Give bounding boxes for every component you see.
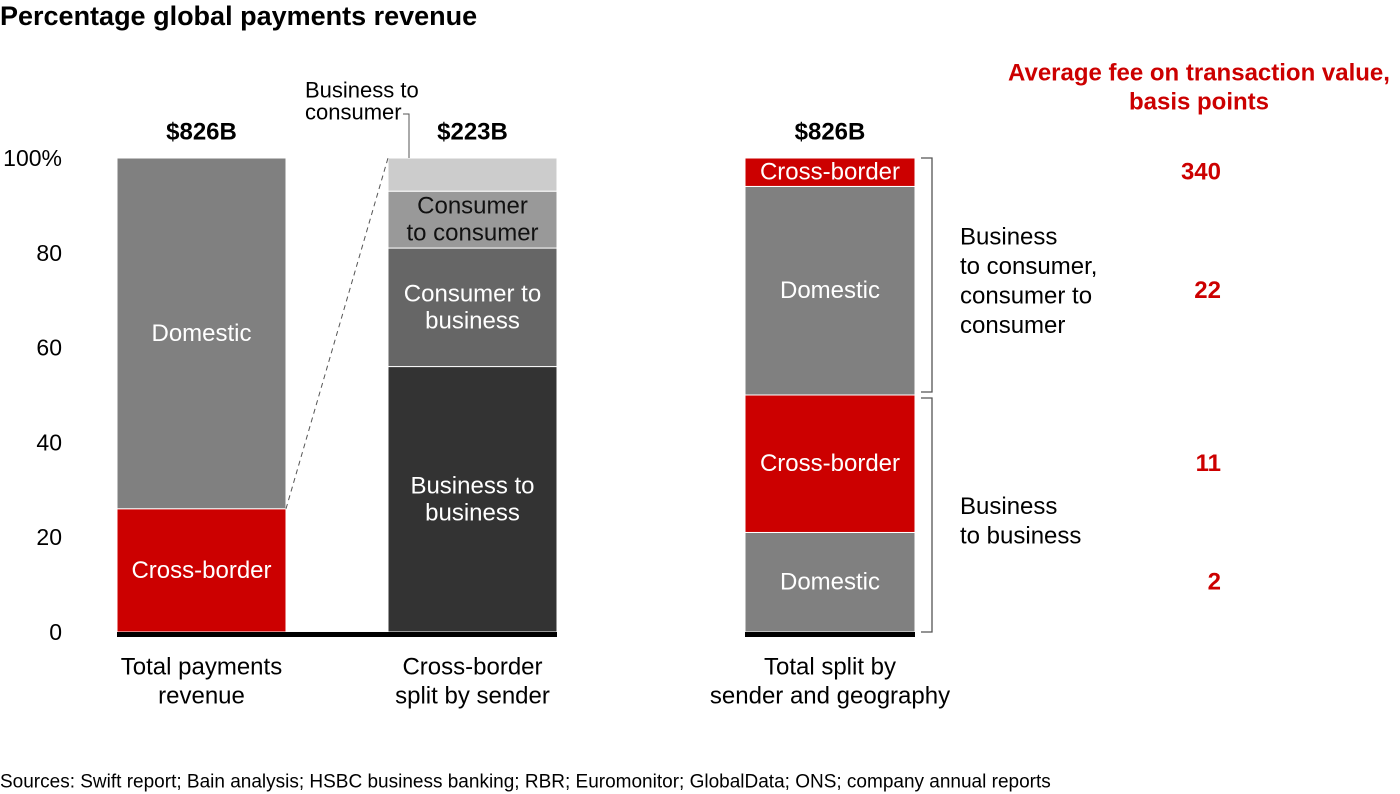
category-label: Total payments — [121, 654, 282, 681]
segment-label: business — [425, 307, 520, 334]
breakdown-connector — [285, 157, 389, 509]
group-label: consumer to — [960, 282, 1092, 309]
bar-segment — [116, 157, 287, 510]
category-label: Total split by — [764, 654, 896, 681]
baseline — [745, 632, 915, 637]
category-label: revenue — [158, 683, 245, 710]
segment-label: Domestic — [780, 277, 880, 304]
group-label: consumer — [960, 312, 1065, 339]
segment-label: to consumer — [406, 220, 538, 247]
bar-segment — [387, 190, 558, 249]
callout-label: Business to — [305, 78, 419, 103]
group-label: Business — [960, 223, 1057, 250]
fee-header-line: basis points — [1129, 89, 1269, 116]
segment-label: Consumer — [417, 193, 528, 220]
bar-segment — [744, 185, 916, 396]
y-tick-label: 60 — [36, 335, 62, 361]
chart-title: Percentage global payments revenue — [0, 1, 477, 31]
y-axis: 0 20 40 60 80 100% — [3, 145, 62, 645]
bar-segment — [744, 531, 916, 633]
y-tick-label: 40 — [36, 429, 62, 455]
bar-segment — [744, 394, 916, 533]
bar-segment — [387, 157, 558, 192]
segment-label: Cross-border — [131, 557, 271, 584]
bar-segment — [116, 508, 287, 633]
bar-total-label: $826B — [795, 119, 866, 146]
y-tick-label: 100% — [3, 145, 62, 171]
segment-label: Domestic — [151, 320, 251, 347]
fee-header-line: Average fee on transaction value, — [1008, 60, 1390, 87]
baseline — [117, 632, 557, 637]
y-tick-label: 0 — [49, 619, 62, 645]
segment-label: Consumer to — [404, 280, 541, 307]
group-label: Business — [960, 493, 1057, 520]
fee-value: 11 — [1196, 450, 1221, 477]
group-label: to business — [960, 522, 1081, 549]
source-note: Sources: Swift report; Bain analysis; HS… — [0, 772, 1051, 793]
fee-value: 340 — [1181, 159, 1221, 186]
y-tick-label: 80 — [36, 240, 62, 266]
fee-column-header: Average fee on transaction value, basis … — [1008, 60, 1390, 116]
segment-label: Domestic — [780, 569, 880, 596]
plot-area: 0 20 40 60 80 100% Cross-border Domestic $826B To… — [3, 119, 950, 710]
stacked-bar: Cross-border Domestic $826B Total paymentsr… — [116, 119, 287, 710]
segment-label: Business to — [410, 472, 534, 499]
segment-label: Cross-border — [760, 450, 900, 477]
bar-segment — [387, 247, 558, 368]
category-label: Cross-border — [402, 654, 542, 681]
bar-total-label: $826B — [166, 119, 237, 146]
group-label: to consumer, — [960, 253, 1097, 280]
segment-label: Cross-border — [760, 159, 900, 186]
callout-label: consumer — [305, 100, 402, 125]
callout-leader — [403, 113, 410, 158]
category-label: sender and geography — [710, 683, 950, 710]
bar-segment — [744, 157, 916, 187]
category-label: split by sender — [395, 683, 550, 710]
y-tick-label: 20 — [36, 524, 62, 550]
fee-value: 22 — [1194, 277, 1221, 304]
group-bracket — [921, 157, 933, 393]
stacked-bar: Domestic Cross-border Domestic Cross-border… — [710, 119, 950, 710]
segment-label: business — [425, 499, 520, 526]
fee-value: 2 — [1208, 569, 1221, 596]
group-bracket — [921, 397, 933, 633]
bar-total-label: $223B — [437, 119, 508, 146]
